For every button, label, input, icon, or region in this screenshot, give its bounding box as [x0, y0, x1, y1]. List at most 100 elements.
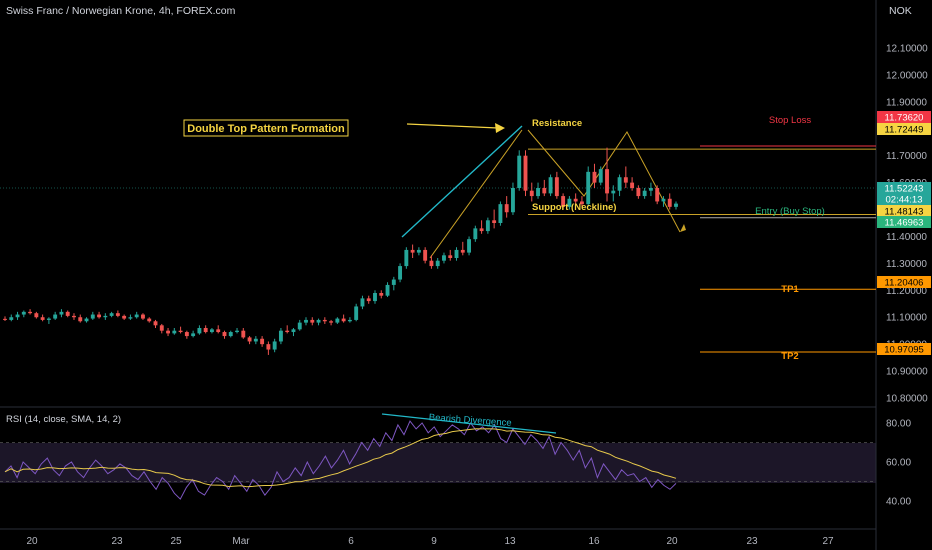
candle-body — [592, 171, 597, 183]
candle — [536, 182, 540, 199]
candle — [184, 330, 189, 339]
candle-body — [241, 330, 246, 338]
candle — [72, 313, 76, 320]
price-label-text: 11.46963 — [885, 218, 924, 229]
candle-body — [147, 318, 152, 322]
candle — [297, 319, 302, 331]
candle — [373, 290, 377, 304]
rsi-line — [4, 420, 677, 500]
time-tick-label: 6 — [348, 536, 354, 547]
currency-label: NOK — [889, 5, 912, 17]
candle-body — [410, 249, 415, 253]
candle-body — [222, 332, 227, 337]
candle — [485, 217, 490, 234]
pointer-arrow-icon — [495, 123, 505, 133]
candle-body — [53, 314, 58, 319]
candle-body — [304, 319, 308, 323]
price-label-bg — [877, 123, 931, 135]
candle — [448, 249, 453, 261]
candle — [479, 220, 484, 234]
candle — [109, 311, 114, 318]
candle-body — [153, 321, 158, 326]
candle — [260, 336, 265, 347]
candle-body — [141, 314, 145, 319]
candle-body — [247, 337, 252, 342]
price-label-tag: 11.48143 — [877, 205, 931, 218]
time-tick-label: 25 — [170, 536, 182, 547]
candle — [410, 244, 415, 258]
resistance-label: Resistance — [532, 118, 582, 129]
candle — [416, 247, 421, 256]
candle-body — [341, 318, 346, 322]
candle-body — [253, 338, 258, 342]
price-tick-label: 12.10000 — [886, 44, 928, 55]
candle-body — [605, 169, 609, 194]
candle — [285, 325, 290, 334]
candle — [15, 311, 20, 320]
candle-body — [266, 344, 271, 350]
candle — [247, 336, 252, 345]
time-tick-label: 9 — [431, 536, 437, 547]
price-tick-label: 11.10000 — [886, 313, 927, 324]
price-label-bg — [877, 182, 931, 194]
candle-body — [172, 330, 177, 334]
candle-body — [40, 317, 45, 320]
candle-body — [416, 249, 421, 253]
price-tick-label: 12.00000 — [886, 70, 928, 81]
candle-body — [536, 188, 540, 197]
rsi-band-fill — [0, 443, 876, 483]
price-label-bg — [877, 205, 931, 217]
candle — [398, 263, 403, 283]
rsi-tick-label: 60.00 — [886, 458, 911, 469]
candle-body — [46, 318, 51, 320]
stop-loss-label: Stop Loss — [769, 115, 811, 126]
candle-body — [554, 177, 559, 197]
candle — [209, 328, 214, 334]
candle — [235, 328, 239, 334]
candle-body — [454, 249, 459, 258]
candle — [291, 328, 296, 337]
support-label: Support (Neckline) — [532, 202, 616, 213]
candle — [335, 317, 340, 324]
candle-body — [347, 319, 352, 322]
candle-body — [473, 228, 478, 240]
candlestick-series — [3, 147, 678, 355]
candle — [442, 252, 446, 264]
pointer-arrow-line — [406, 123, 499, 129]
candle — [115, 310, 120, 318]
candle-body — [360, 298, 365, 307]
candle — [316, 318, 321, 326]
rsi-tick-label: 80.00 — [886, 419, 911, 430]
candle — [178, 326, 183, 334]
candle-body — [291, 329, 296, 333]
candle-body — [134, 314, 139, 318]
candle-body — [3, 318, 7, 320]
candle — [473, 225, 478, 242]
candle-body — [316, 319, 321, 323]
candle-body — [15, 314, 20, 318]
candle-body — [611, 190, 616, 194]
candle-body — [448, 255, 453, 258]
candle-body — [391, 279, 396, 285]
candle-body — [648, 188, 653, 191]
uptrend-line — [401, 125, 523, 238]
candle — [529, 182, 534, 202]
price-label-bg — [877, 216, 931, 228]
candle-body — [65, 311, 70, 316]
candle-body — [122, 315, 127, 319]
candle — [147, 317, 152, 323]
candle — [253, 336, 258, 345]
candle — [97, 311, 102, 319]
candle-body — [373, 293, 377, 302]
candle-body — [479, 228, 484, 232]
candle — [159, 323, 164, 334]
candle — [59, 309, 64, 318]
entry-label: Entry (Buy Stop) — [755, 206, 825, 217]
rsi-band-lines — [0, 442, 876, 482]
candle-body — [661, 198, 666, 202]
candle-body — [21, 311, 26, 315]
candle — [128, 314, 133, 320]
candle — [429, 255, 434, 269]
candle-body — [159, 325, 164, 331]
